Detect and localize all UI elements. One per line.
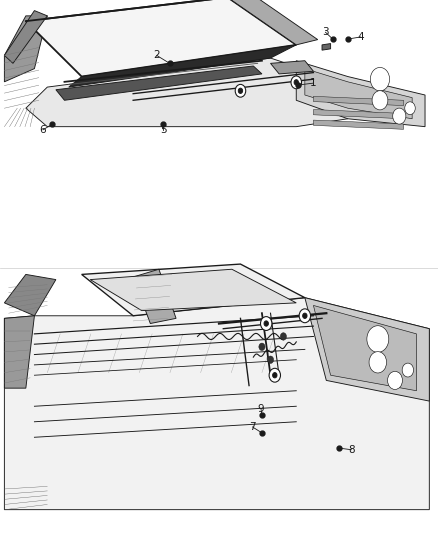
Circle shape [367,326,389,352]
Circle shape [235,84,246,97]
Text: 8: 8 [348,445,354,455]
Polygon shape [296,61,425,127]
Circle shape [393,108,406,124]
Polygon shape [4,11,47,63]
Polygon shape [305,297,429,401]
Text: 6: 6 [40,125,46,135]
Circle shape [370,68,390,91]
Circle shape [259,343,265,351]
Circle shape [264,321,268,326]
Polygon shape [314,109,403,119]
Circle shape [299,309,311,322]
Polygon shape [314,96,403,106]
Polygon shape [271,61,314,74]
Circle shape [294,79,298,85]
Circle shape [303,313,307,318]
Polygon shape [305,69,412,119]
Circle shape [291,76,301,88]
Polygon shape [81,264,305,316]
Text: 1: 1 [310,78,317,88]
Polygon shape [322,44,331,50]
Polygon shape [314,305,417,391]
Text: 3: 3 [322,27,329,37]
Polygon shape [26,58,348,127]
Circle shape [388,372,403,390]
Circle shape [369,352,387,373]
Circle shape [372,91,388,110]
Text: 5: 5 [160,125,166,135]
Polygon shape [4,297,429,510]
Polygon shape [4,316,35,388]
Circle shape [238,88,243,93]
Polygon shape [133,269,176,324]
Circle shape [272,373,277,378]
Polygon shape [26,0,296,77]
Text: 4: 4 [357,32,364,42]
Text: 9: 9 [258,405,265,414]
Circle shape [280,333,286,340]
Polygon shape [4,274,56,316]
Circle shape [261,317,272,330]
Text: 2: 2 [153,51,160,60]
Text: 7: 7 [249,422,256,432]
Polygon shape [56,66,262,100]
Polygon shape [228,0,318,45]
Circle shape [402,363,413,377]
Circle shape [268,356,274,364]
Circle shape [405,102,415,115]
Polygon shape [90,269,296,311]
Polygon shape [69,45,296,87]
Circle shape [269,368,280,382]
Polygon shape [314,120,403,130]
Polygon shape [4,16,47,82]
